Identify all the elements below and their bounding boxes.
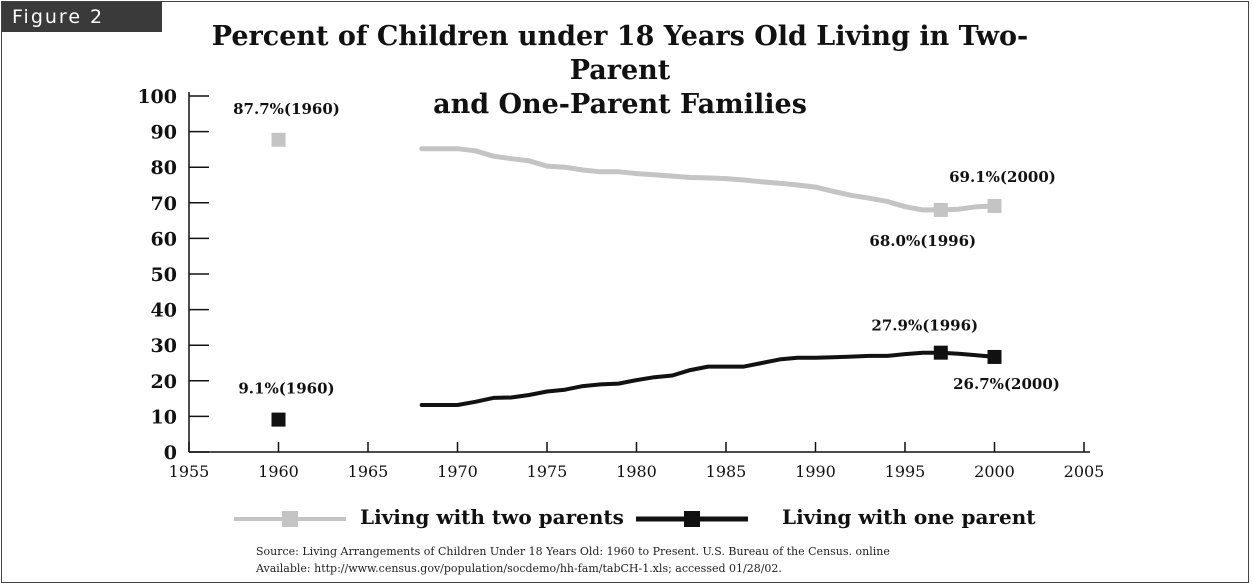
series-line-two-parents xyxy=(419,146,997,213)
x-tick-label-1985: 1985 xyxy=(706,462,747,481)
marker-two-parents-1997 xyxy=(933,202,948,217)
annotation-two-parents-1960: 87.7%(1960) xyxy=(233,100,340,118)
figure-tag-text: Figure 2 xyxy=(12,6,105,28)
y-tick-label-80: 80 xyxy=(151,157,177,179)
y-tick-label-60: 60 xyxy=(151,228,177,250)
marker-two-parents-1960 xyxy=(271,132,286,147)
legend-label-two-parents: Living with two parents xyxy=(360,505,624,529)
y-tick-label-50: 50 xyxy=(151,264,177,286)
y-tick-label-20: 20 xyxy=(151,371,177,393)
legend-item-one-parent: Living with one parent xyxy=(632,503,1052,535)
figure-tag: Figure 2 xyxy=(2,2,162,32)
y-tick-label-40: 40 xyxy=(151,300,177,322)
annotation-one-parent-2000: 26.7%(2000) xyxy=(953,375,1060,393)
source-line-1: Source: Living Arrangements of Children … xyxy=(256,545,890,558)
annotation-two-parents-1996: 68.0%(1996) xyxy=(869,232,976,250)
y-tick-label-10: 10 xyxy=(151,406,177,428)
series-line-one-parent xyxy=(419,350,997,407)
y-tick-label-90: 90 xyxy=(151,122,177,144)
marker-one-parent-1960 xyxy=(271,412,286,427)
chart-title: Percent of Children under 18 Years Old L… xyxy=(190,20,1050,122)
y-tick-label-100: 100 xyxy=(137,86,177,108)
x-tick-label-1955: 1955 xyxy=(169,462,210,481)
y-tick-label-70: 70 xyxy=(151,193,177,215)
marker-one-parent-2000 xyxy=(987,349,1002,364)
annotation-one-parent-1996: 27.9%(1996) xyxy=(871,317,978,335)
chart-title-line-2: and One-Parent Families xyxy=(433,89,807,120)
source-note: Source: Living Arrangements of Children … xyxy=(256,543,1156,577)
x-tick-label-2005: 2005 xyxy=(1064,462,1105,481)
y-tick-label-0: 0 xyxy=(164,442,177,464)
legend-label-one-parent: Living with one parent xyxy=(782,505,1036,529)
x-tick-label-2000: 2000 xyxy=(974,462,1015,481)
marker-two-parents-2000 xyxy=(987,199,1002,214)
x-tick-label-1960: 1960 xyxy=(258,462,299,481)
x-tick-label-1970: 1970 xyxy=(437,462,478,481)
legend-item-two-parents: Living with two parents xyxy=(230,503,630,535)
legend-swatch-one-parent xyxy=(636,511,748,527)
marker-one-parent-1997 xyxy=(933,345,948,360)
source-line-2: Available: http://www.census.gov/populat… xyxy=(256,562,782,575)
annotation-two-parents-2000: 69.1%(2000) xyxy=(949,168,1056,186)
x-tick-label-1975: 1975 xyxy=(527,462,568,481)
legend-swatch-two-parents xyxy=(234,511,346,527)
annotation-one-parent-1960: 9.1%(1960) xyxy=(238,380,334,398)
x-tick-label-1995: 1995 xyxy=(885,462,926,481)
chart-title-line-1: Percent of Children under 18 Years Old L… xyxy=(211,21,1029,86)
y-tick-label-30: 30 xyxy=(151,335,177,357)
x-tick-label-1965: 1965 xyxy=(348,462,389,481)
x-tick-label-1990: 1990 xyxy=(795,462,836,481)
x-tick-label-1980: 1980 xyxy=(616,462,657,481)
